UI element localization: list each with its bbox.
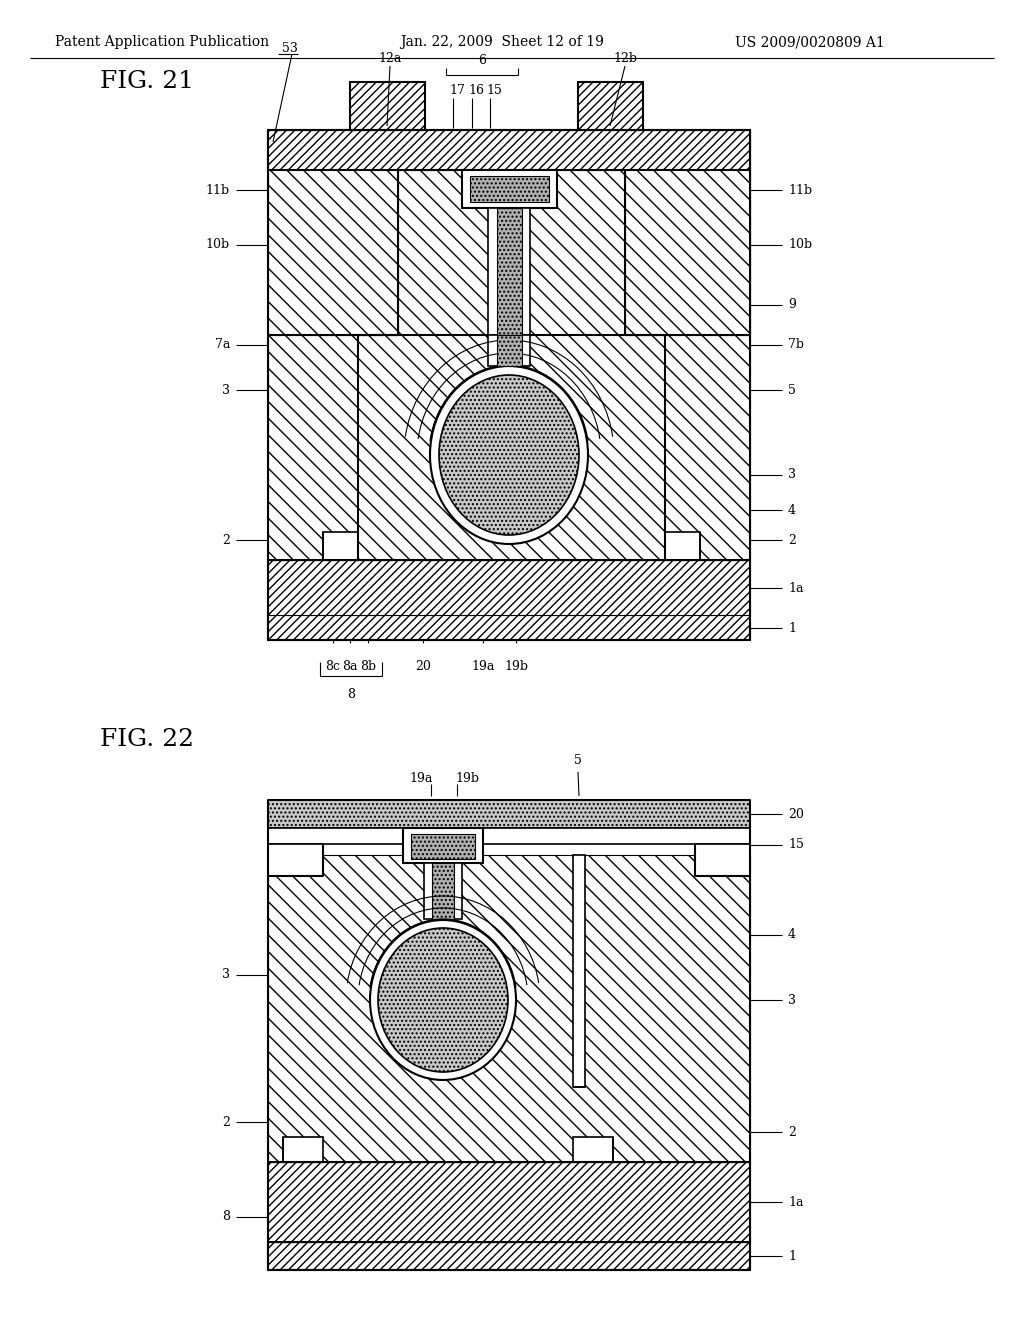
Text: 12a: 12a	[378, 51, 401, 65]
Ellipse shape	[370, 920, 516, 1080]
Bar	[268, 855, 750, 1162]
Bar	[268, 170, 750, 560]
Text: 1: 1	[788, 622, 796, 635]
Bar	[470, 176, 549, 202]
Bar	[497, 335, 522, 366]
Text: US 2009/0020809 A1: US 2009/0020809 A1	[735, 36, 885, 49]
Text: 19b: 19b	[455, 771, 479, 784]
Text: Patent Application Publication: Patent Application Publication	[55, 36, 269, 49]
Text: 7a: 7a	[215, 338, 230, 351]
Text: FIG. 21: FIG. 21	[100, 70, 194, 94]
Bar	[283, 1137, 323, 1162]
Text: 19a: 19a	[410, 771, 433, 784]
Ellipse shape	[430, 366, 588, 544]
Bar	[411, 834, 475, 859]
Bar	[578, 82, 643, 129]
Text: 3: 3	[222, 969, 230, 982]
Text: 16: 16	[468, 83, 484, 96]
Text: 3: 3	[788, 469, 796, 482]
Bar	[424, 863, 462, 919]
Text: 4: 4	[788, 503, 796, 516]
Bar	[268, 615, 750, 640]
Bar	[268, 560, 750, 615]
Bar	[488, 335, 530, 366]
Text: 8b: 8b	[360, 660, 376, 673]
Text: 20: 20	[415, 660, 431, 673]
Bar	[268, 129, 398, 335]
Text: 15: 15	[788, 838, 804, 851]
Text: 5: 5	[574, 754, 582, 767]
Bar	[573, 855, 585, 1086]
Ellipse shape	[378, 928, 508, 1072]
Text: 1a: 1a	[788, 582, 804, 594]
Text: 7b: 7b	[788, 338, 804, 351]
Bar	[268, 843, 323, 876]
Text: 2: 2	[788, 1126, 796, 1138]
Text: 9: 9	[788, 298, 796, 312]
Bar	[462, 170, 557, 209]
Text: Jan. 22, 2009  Sheet 12 of 19: Jan. 22, 2009 Sheet 12 of 19	[400, 36, 604, 49]
Text: 8: 8	[347, 688, 355, 701]
Text: 20: 20	[788, 808, 804, 821]
Bar	[625, 129, 750, 335]
Text: 17: 17	[449, 83, 465, 96]
Text: 53: 53	[282, 41, 298, 54]
Text: 12b: 12b	[613, 51, 637, 65]
Bar	[268, 1162, 750, 1242]
Text: 4: 4	[788, 928, 796, 941]
Ellipse shape	[439, 375, 579, 535]
Text: 11b: 11b	[788, 183, 812, 197]
Text: 8: 8	[222, 1210, 230, 1224]
Text: 1: 1	[788, 1250, 796, 1262]
Text: 5: 5	[788, 384, 796, 396]
Bar	[695, 843, 750, 876]
Text: 8a: 8a	[342, 660, 357, 673]
Bar	[665, 532, 700, 560]
Text: 2: 2	[788, 533, 796, 546]
Bar	[497, 209, 522, 335]
Text: FIG. 22: FIG. 22	[100, 729, 194, 751]
Text: 3: 3	[788, 994, 796, 1006]
Bar	[323, 532, 358, 560]
Bar	[268, 129, 750, 170]
Text: 10b: 10b	[788, 239, 812, 252]
Text: 6: 6	[478, 54, 486, 66]
Bar	[268, 1242, 750, 1270]
Bar	[350, 82, 425, 129]
Bar	[573, 1137, 613, 1162]
Bar	[432, 863, 454, 919]
Bar	[403, 828, 483, 863]
Bar	[268, 828, 750, 843]
Text: 1a: 1a	[788, 1196, 804, 1209]
Text: 11b: 11b	[206, 183, 230, 197]
Bar	[488, 209, 530, 335]
Text: 10b: 10b	[206, 239, 230, 252]
Text: 19a: 19a	[471, 660, 495, 673]
Text: 8c: 8c	[326, 660, 341, 673]
Text: 2: 2	[222, 533, 230, 546]
Text: 2: 2	[222, 1115, 230, 1129]
Bar	[268, 800, 750, 828]
Text: 19b: 19b	[504, 660, 528, 673]
Text: 15: 15	[486, 83, 502, 96]
Text: 3: 3	[222, 384, 230, 396]
